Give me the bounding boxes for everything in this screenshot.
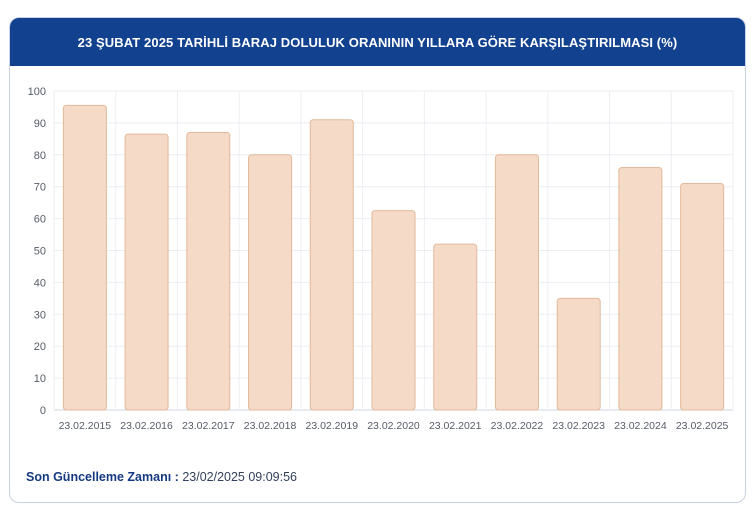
y-tick-label: 10	[34, 373, 46, 385]
y-tick-label: 60	[34, 214, 46, 226]
x-tick-label: 23.02.2025	[676, 420, 729, 432]
bar[interactable]	[62, 104, 107, 411]
bar[interactable]	[186, 131, 231, 411]
last-updated-value: 23/02/2025 09:09:56	[182, 470, 298, 484]
bar[interactable]	[680, 183, 725, 411]
y-tick-label: 80	[34, 150, 46, 162]
y-tick-label: 30	[34, 309, 46, 321]
x-tick-label: 23.02.2019	[305, 420, 358, 432]
y-tick-label: 0	[40, 405, 46, 417]
bar[interactable]	[618, 167, 663, 411]
x-tick-label: 23.02.2018	[244, 420, 297, 432]
x-tick-label: 23.02.2017	[182, 420, 235, 432]
x-tick-label: 23.02.2021	[429, 420, 482, 432]
x-tick-label: 23.02.2022	[491, 420, 544, 432]
last-updated: Son Güncelleme Zamanı : 23/02/2025 09:09…	[26, 470, 297, 484]
bar[interactable]	[494, 154, 539, 411]
x-tick-label: 23.02.2016	[120, 420, 173, 432]
last-updated-label: Son Güncelleme Zamanı :	[26, 470, 179, 484]
y-tick-label: 20	[34, 341, 46, 353]
bar[interactable]	[309, 119, 354, 411]
x-tick-label: 23.02.2020	[367, 420, 420, 432]
y-tick-label: 70	[34, 182, 46, 194]
x-tick-label: 23.02.2015	[59, 420, 112, 432]
x-tick-label: 23.02.2024	[614, 420, 667, 432]
bar[interactable]	[248, 154, 293, 411]
chart-title: 23 ŞUBAT 2025 TARİHLİ BARAJ DOLULUK ORAN…	[10, 18, 745, 66]
y-tick-label: 90	[34, 118, 46, 130]
y-tick-label: 50	[34, 246, 46, 258]
bar[interactable]	[124, 133, 169, 411]
bar[interactable]	[371, 210, 416, 411]
y-tick-label: 100	[28, 86, 46, 98]
x-tick-label: 23.02.2023	[552, 420, 605, 432]
y-tick-label: 40	[34, 277, 46, 289]
bar[interactable]	[556, 297, 601, 411]
bar[interactable]	[433, 243, 478, 411]
